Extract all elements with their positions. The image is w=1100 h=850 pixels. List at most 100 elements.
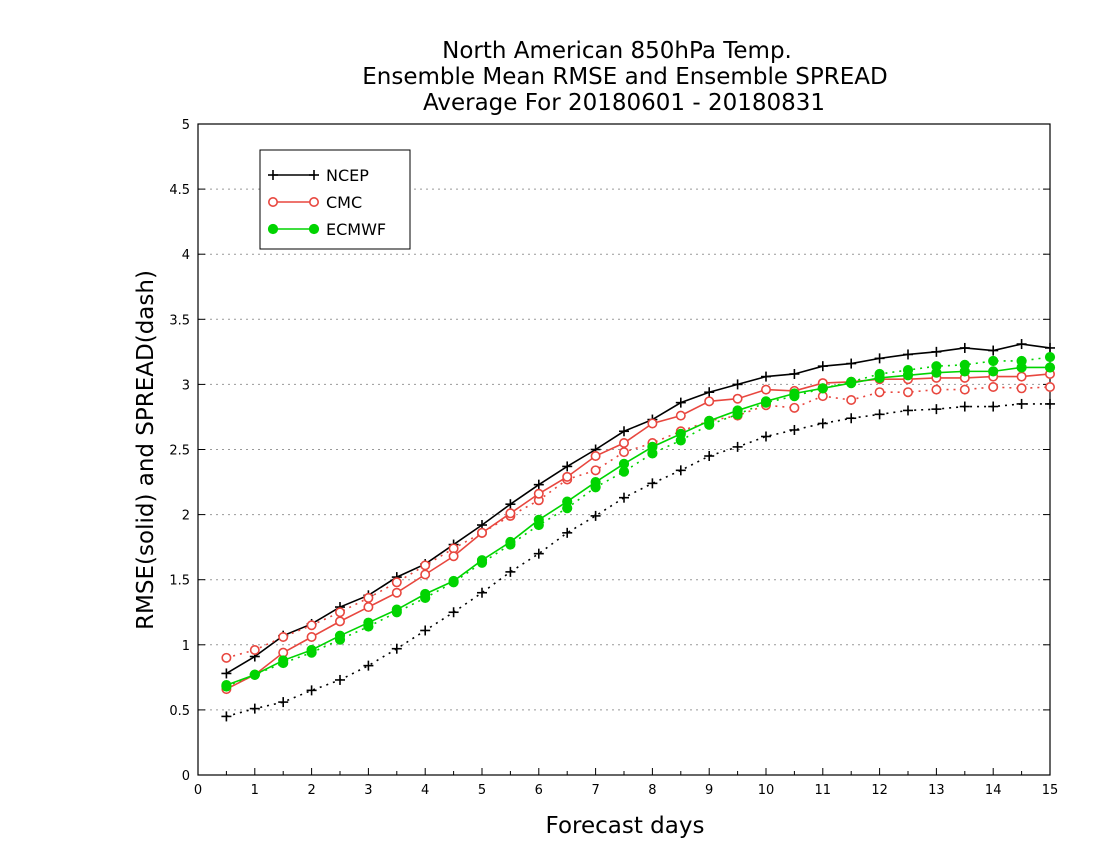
cmc-spread-point xyxy=(1045,382,1056,393)
series-layer xyxy=(221,339,1056,722)
x-tick-label: 5 xyxy=(478,783,486,798)
cmc-spread-point xyxy=(363,592,374,603)
ncep-rmse-point xyxy=(221,668,232,679)
legend-items: NCEP CMC ECMWF xyxy=(267,166,386,239)
x-tick-label: 6 xyxy=(535,783,543,798)
ncep-spread-point xyxy=(448,607,459,618)
cmc-rmse-point xyxy=(476,527,487,538)
x-tick-label: 10 xyxy=(758,783,775,798)
legend-marker xyxy=(308,197,319,208)
x-axis-label: Forecast days xyxy=(546,813,705,839)
ecmwf-rmse-point xyxy=(505,536,516,548)
y-tick-label: 0.5 xyxy=(169,704,190,719)
ncep-rmse-point xyxy=(1045,342,1055,353)
cmc-rmse-point xyxy=(334,616,345,627)
cmc-spread-point xyxy=(420,560,431,571)
ncep-rmse-point xyxy=(675,397,686,408)
cmc-spread-point xyxy=(306,620,317,631)
ecmwf-rmse-line xyxy=(226,366,1050,686)
cmc-rmse-line xyxy=(226,373,1051,690)
legend-marker xyxy=(309,170,319,180)
cmc-rmse-point xyxy=(363,602,374,613)
ncep-rmse-point xyxy=(533,479,544,490)
ncep-rmse-point xyxy=(704,387,715,398)
cmc-spread-point xyxy=(391,577,402,588)
ecmwf-rmse-point xyxy=(533,514,544,525)
ecmwf-rmse-point xyxy=(278,655,289,666)
legend-marker xyxy=(267,197,278,208)
ecmwf-rmse-point xyxy=(988,366,999,377)
cmc-rmse-point xyxy=(675,410,686,421)
ncep-spread-point xyxy=(335,674,345,685)
legend-item-cmc: CMC xyxy=(267,193,362,212)
ncep-spread-point xyxy=(420,625,431,636)
series-ncep xyxy=(221,339,1055,722)
ecmwf-rmse-point xyxy=(249,669,260,680)
ecmwf-rmse-point xyxy=(675,428,686,439)
ecmwf-rmse-point xyxy=(959,366,970,377)
ncep-spread-point xyxy=(619,492,629,503)
cmc-rmse-point xyxy=(391,587,402,598)
y-tick-label: 4 xyxy=(182,248,190,263)
ecmwf-rmse-point xyxy=(221,680,232,691)
legend-marker xyxy=(267,223,279,235)
cmc-rmse-point xyxy=(618,437,629,448)
cmc-rmse-point xyxy=(760,384,771,395)
ncep-spread-point xyxy=(505,566,516,577)
ncep-spread-point xyxy=(249,703,260,714)
ecmwf-rmse-point xyxy=(590,476,601,488)
cmc-rmse-point xyxy=(420,569,431,580)
cmc-rmse-point xyxy=(306,631,317,642)
ncep-rmse-point xyxy=(817,361,828,372)
cmc-spread-point xyxy=(221,652,232,663)
ncep-rmse-point xyxy=(959,342,970,353)
ecmwf-rmse-point xyxy=(760,396,772,407)
axis-ticks: 0 1 2 3 4 5 6 7 8 9 10 11 12 13 14 1500.511.522.533.544… xyxy=(169,118,1058,798)
cmc-spread-point xyxy=(902,387,913,398)
ncep-spread-point xyxy=(306,685,317,696)
ecmwf-rmse-point xyxy=(789,388,800,399)
ncep-spread-point xyxy=(959,401,970,412)
ncep-spread-point xyxy=(846,413,857,424)
chart-title-line-1: North American 850hPa Temp. xyxy=(442,38,792,64)
cmc-spread-point xyxy=(874,387,885,398)
x-tick-label: 9 xyxy=(705,783,713,798)
ncep-rmse-point xyxy=(789,368,800,379)
ecmwf-rmse-point xyxy=(391,604,402,615)
ecmwf-rmse-point xyxy=(562,496,573,507)
ncep-rmse-point xyxy=(931,346,942,357)
ncep-spread-point xyxy=(562,527,573,538)
ncep-spread-point xyxy=(704,451,715,462)
x-tick-label: 15 xyxy=(1042,783,1059,798)
cmc-spread-point xyxy=(988,382,999,393)
ncep-rmse-point xyxy=(505,499,516,510)
y-tick-label: 2.5 xyxy=(169,444,190,459)
ecmwf-rmse-point xyxy=(874,372,885,383)
ncep-rmse-point xyxy=(846,358,857,369)
ecmwf-rmse-point xyxy=(334,630,346,641)
ncep-spread-line xyxy=(226,403,1050,718)
cmc-spread-point xyxy=(959,384,970,395)
series-ecmwf xyxy=(221,351,1056,692)
ecmwf-rmse-point xyxy=(704,415,715,426)
ncep-spread-point xyxy=(874,409,885,420)
ncep-spread-point xyxy=(817,418,828,429)
y-tick-label: 2 xyxy=(182,509,190,524)
cmc-spread-point xyxy=(590,465,601,476)
legend-marker xyxy=(268,170,278,180)
legend-box xyxy=(259,149,411,250)
y-tick-label: 3.5 xyxy=(169,313,190,328)
cmc-rmse-point xyxy=(647,418,658,429)
ecmwf-spread-line xyxy=(226,356,1051,688)
ecmwf-rmse-point xyxy=(420,588,431,600)
ecmwf-rmse-point xyxy=(846,377,857,389)
ecmwf-spread-point xyxy=(988,355,999,367)
ncep-spread-point xyxy=(761,431,771,442)
ncep-spread-point xyxy=(391,643,402,654)
ncep-spread-point xyxy=(533,548,544,559)
ecmwf-rmse-point xyxy=(618,458,630,469)
chart-title-line-3: Average For 20180601 - 20180831 xyxy=(423,90,825,116)
y-tick-label: 5 xyxy=(182,118,190,133)
cmc-rmse-point xyxy=(704,396,715,407)
